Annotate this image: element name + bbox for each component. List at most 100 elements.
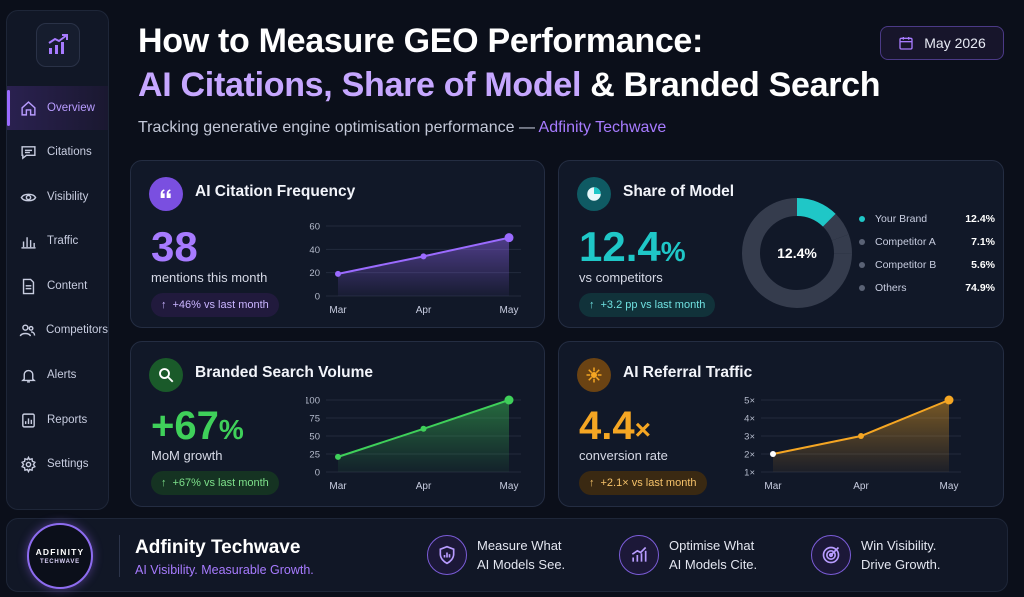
date-label: May 2026 [924, 35, 986, 51]
document-icon [19, 277, 37, 295]
logo-line1: ADFINITY [35, 547, 85, 557]
data-point [420, 425, 427, 432]
y-tick-label: 1× [744, 468, 755, 479]
chart-growth-icon [48, 34, 68, 54]
branded-delta-badge: ↑ +67% vs last month [151, 471, 279, 495]
sidebar-item-visibility[interactable]: Visibility [7, 175, 108, 219]
legend-dot [859, 238, 865, 245]
legend-value: 74.9% [965, 281, 995, 294]
data-point [944, 395, 954, 405]
referral-delta-badge: ↑ +2.1× vs last month [579, 471, 707, 495]
legend-row: Competitor B 5.6% [859, 253, 995, 276]
branded-sub: MoM growth [151, 448, 223, 463]
share-sub: vs competitors [579, 270, 663, 285]
brand-logo: ADFINITY TECHWAVE [27, 523, 93, 589]
sidebar-item-label: Overview [47, 102, 95, 114]
card-title: AI Referral Traffic [623, 364, 753, 381]
footer-banner: ADFINITY TECHWAVE Adfinity Techwave AI V… [6, 518, 1008, 592]
branded-chart: 0 25 50 75 100 Mar Apr May [306, 395, 521, 492]
card-branded-search[interactable]: Branded Search Volume +67% MoM growth ↑ … [130, 341, 545, 507]
share-legend: Your Brand 12.4% Competitor A 7.1% Competito… [859, 207, 995, 299]
card-share-of-model[interactable]: Share of Model 12.4% vs competitors ↑ +3… [558, 160, 1004, 328]
share-delta-badge: ↑ +3.2 pp vs last month [579, 293, 716, 317]
arrow-up-icon: ↑ [161, 299, 167, 311]
search-icon [149, 358, 183, 392]
series-area [338, 237, 509, 296]
sidebar-item-traffic[interactable]: Traffic [7, 219, 108, 263]
y-tick-label: 2× [744, 450, 755, 461]
sidebar-item-settings[interactable]: Settings [7, 442, 108, 486]
page-title-line2: AI Citations, Share of Model & Branded S… [138, 66, 881, 105]
citations-sub: mentions this month [151, 270, 268, 285]
card-title: AI Citation Frequency [195, 183, 356, 200]
divider [119, 535, 120, 577]
citations-value: 38 [151, 223, 198, 270]
series-area [338, 400, 509, 472]
card-title: Branded Search Volume [195, 364, 374, 381]
feature-line1: Win Visibility. [861, 538, 937, 553]
referral-chart: 1× 2× 3× 4× 5× Mar Apr May [744, 395, 961, 492]
card-ai-referral[interactable]: AI Referral Traffic 4.4× conversion rate… [558, 341, 1004, 507]
feature-win: Win Visibility. Drive Growth. [811, 535, 940, 575]
x-tick-label: Apr [416, 481, 432, 492]
bell-icon [19, 366, 37, 384]
sidebar-item-label: Traffic [47, 235, 79, 247]
calendar-icon [899, 37, 913, 50]
x-tick-label: Mar [764, 481, 782, 492]
feature-optimise: Optimise What AI Models Cite. [619, 535, 757, 575]
reports-icon [19, 411, 37, 429]
sidebar-item-label: Content [47, 280, 88, 292]
footer-brand: Adfinity Techwave [135, 537, 301, 558]
citations-chart: 0 20 40 60 Mar Apr May [309, 222, 521, 316]
y-tick-label: 20 [309, 268, 320, 279]
bar-chart-icon [19, 232, 37, 250]
referral-value-unit: × [634, 414, 651, 445]
y-tick-label: 0 [315, 292, 320, 303]
page-subtitle: Tracking generative engine optimisation … [138, 119, 666, 137]
shield-chart-icon [427, 535, 467, 575]
y-tick-label: 40 [309, 245, 320, 256]
users-icon [19, 321, 36, 339]
donut-slice [796, 198, 836, 227]
sidebar-item-content[interactable]: Content [7, 264, 108, 308]
y-tick-label: 50 [309, 432, 320, 443]
target-icon [811, 535, 851, 575]
chat-icon [19, 143, 37, 161]
gear-icon [19, 455, 37, 473]
legend-value: 7.1% [971, 235, 995, 248]
growth-chart-icon [619, 535, 659, 575]
x-tick-label: May [500, 481, 519, 492]
arrow-up-icon: ↑ [589, 477, 595, 489]
sidebar: Overview Citations Visibility Traffic Co… [6, 10, 109, 510]
legend-row: Competitor A 7.1% [859, 230, 995, 253]
data-point [335, 453, 341, 460]
feature-measure: Measure What AI Models See. [427, 535, 565, 575]
data-point [504, 395, 514, 405]
sidebar-item-label: Visibility [47, 191, 89, 203]
data-point [335, 270, 341, 277]
arrow-up-icon: ↑ [161, 477, 167, 489]
delta-text: +2.1× vs last month [600, 477, 697, 489]
sidebar-item-overview[interactable]: Overview [7, 86, 108, 130]
referral-value-number: 4.4 [579, 404, 635, 448]
arrow-up-icon: ↑ [589, 299, 595, 311]
donut-slice [742, 198, 852, 308]
sidebar-item-alerts[interactable]: Alerts [7, 353, 108, 397]
donut-center-label: 12.4% [777, 245, 817, 261]
branded-value: +67% [151, 404, 244, 449]
legend-row: Your Brand 12.4% [859, 207, 995, 230]
sidebar-item-competitors[interactable]: Competitors [7, 308, 108, 352]
sidebar-item-label: Competitors [46, 324, 108, 336]
feature-line1: Optimise What [669, 538, 755, 553]
date-picker-button[interactable]: May 2026 [880, 26, 1004, 60]
feature-line2: AI Models See. [477, 557, 566, 572]
feature-line2: AI Models Cite. [669, 557, 758, 572]
x-tick-label: Mar [329, 481, 347, 492]
home-icon [19, 99, 37, 117]
branded-value-number: +67 [151, 404, 219, 448]
sidebar-item-reports[interactable]: Reports [7, 398, 108, 442]
card-ai-citations[interactable]: AI Citation Frequency 38 mentions this m… [130, 160, 545, 328]
legend-name: Your Brand [875, 212, 928, 225]
sidebar-item-citations[interactable]: Citations [7, 130, 108, 174]
app-logo[interactable] [36, 23, 80, 67]
